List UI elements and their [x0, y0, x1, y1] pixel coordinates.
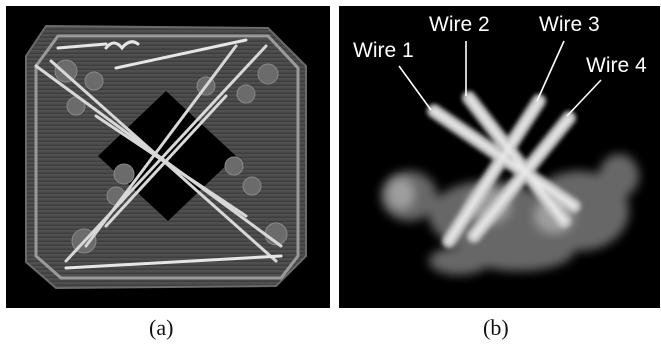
ct-scan-image-a	[6, 6, 330, 308]
ct-scan-image-b: Wire 1 Wire 2 Wire 3 Wire 4	[339, 6, 660, 308]
caption-b: (b)	[483, 315, 509, 340]
wire-2-label: Wire 2	[429, 13, 490, 36]
wire-rendering-b	[381, 40, 639, 275]
wire-1-label: Wire 1	[353, 39, 414, 62]
wire-3-pointer	[536, 40, 565, 102]
wire-4-label: Wire 4	[586, 54, 647, 77]
frame-rendering-a	[25, 24, 307, 290]
wire-1-pointer	[398, 65, 432, 111]
wire-4-pointer	[566, 79, 602, 117]
wire-3-label: Wire 3	[539, 13, 600, 36]
caption-a: (a)	[149, 315, 174, 340]
